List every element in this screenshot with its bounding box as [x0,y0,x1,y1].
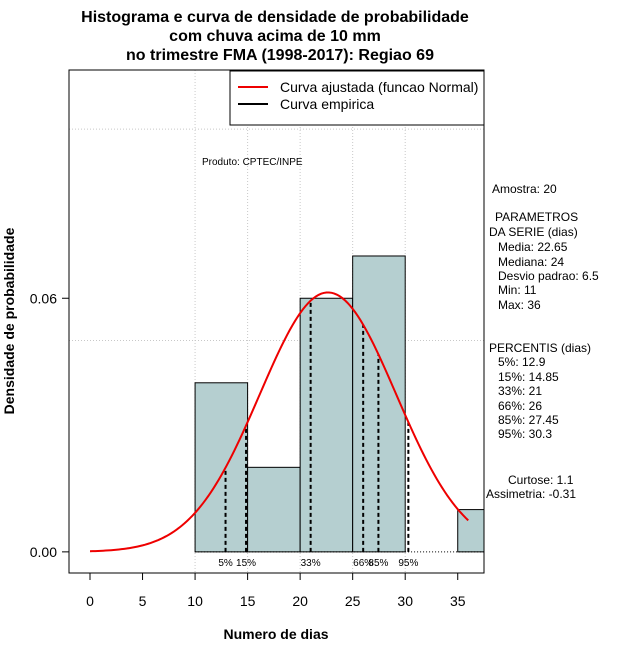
percentile-label-1: 15% [236,558,256,569]
x-axis: 0 5 10 15 20 25 30 35 [86,572,466,609]
stat-param-title-2: DA SERIE (dias) [489,225,578,239]
stat-p15: 15%: 14.85 [498,370,559,384]
grid-lines [69,70,484,573]
x-tick-label-10: 10 [187,593,203,609]
stat-mediana: Mediana: 24 [498,255,564,269]
percentile-label-3: 66% [353,558,373,569]
chart-title-line-1: Histograma e curva de densidade de proba… [81,9,469,26]
y-axis-label: Densidade de probabilidade [1,227,17,414]
y-tick-label-1: 0.06 [30,290,57,306]
histogram-bar-5 [457,509,485,553]
legend-box [229,70,485,126]
histogram-bar-2 [299,297,354,553]
product-annotation: Produto: CPTEC/INPE [202,157,303,168]
percentile-label-5: 95% [398,558,418,569]
stat-p85: 85%: 27.45 [498,413,559,427]
stats-panel: Amostra: 20 PARAMETROS DA SERIE (dias) M… [486,182,599,501]
legend-label-fitted: Curva ajustada (funcao Normal) [280,79,478,95]
x-tick-label-25: 25 [345,593,361,609]
legend-label-empirical: Curva empirica [280,96,374,112]
normal-curve-group [89,291,469,553]
legend: Curva ajustada (funcao Normal) Curva emp… [229,70,485,126]
x-tick-label-15: 15 [240,593,256,609]
stat-p95: 95%: 30.3 [498,427,552,441]
percentile-lines: 5% 15% 33% 66%85% 95% [218,300,418,569]
stat-amostra: Amostra: 20 [492,182,557,196]
x-axis-label: Numero de dias [223,626,328,642]
stat-param-title-1: PARAMETROS [495,210,578,224]
normal-curve [89,291,469,553]
histogram-bars [194,255,485,553]
stat-desvio: Desvio padrao: 6.5 [498,269,599,283]
stat-media: Media: 22.65 [498,240,568,254]
histogram-bar-1 [247,466,301,553]
y-axis: 0.00 0.06 [30,290,70,560]
histogram-bar-0 [194,382,249,553]
x-tick-label-30: 30 [397,593,413,609]
y-tick-label-0: 0.00 [30,544,57,560]
percentile-label-2: 33% [301,558,321,569]
percentile-label-0: 5% [218,558,233,569]
stat-assimetria: Assimetria: -0.31 [486,487,576,501]
percentile-label-4: 85% [368,558,388,569]
x-tick-label-20: 20 [292,593,308,609]
stat-curtose: Curtose: 1.1 [508,473,574,487]
x-tick-label-5: 5 [139,593,147,609]
x-tick-label-35: 35 [450,593,466,609]
stat-p5: 5%: 12.9 [498,355,546,369]
chart-title-line-2: com chuva acima de 10 mm [169,28,381,45]
chart-title-line-3: no trimestre FMA (1998-2017): Regiao 69 [126,47,434,64]
stat-min: Min: 11 [498,283,537,297]
stat-p66: 66%: 26 [498,399,542,413]
stat-perc-title: PERCENTIS (dias) [489,341,591,355]
stat-p33: 33%: 21 [498,384,542,398]
x-tick-label-0: 0 [86,593,94,609]
stat-max: Max: 36 [498,298,541,312]
